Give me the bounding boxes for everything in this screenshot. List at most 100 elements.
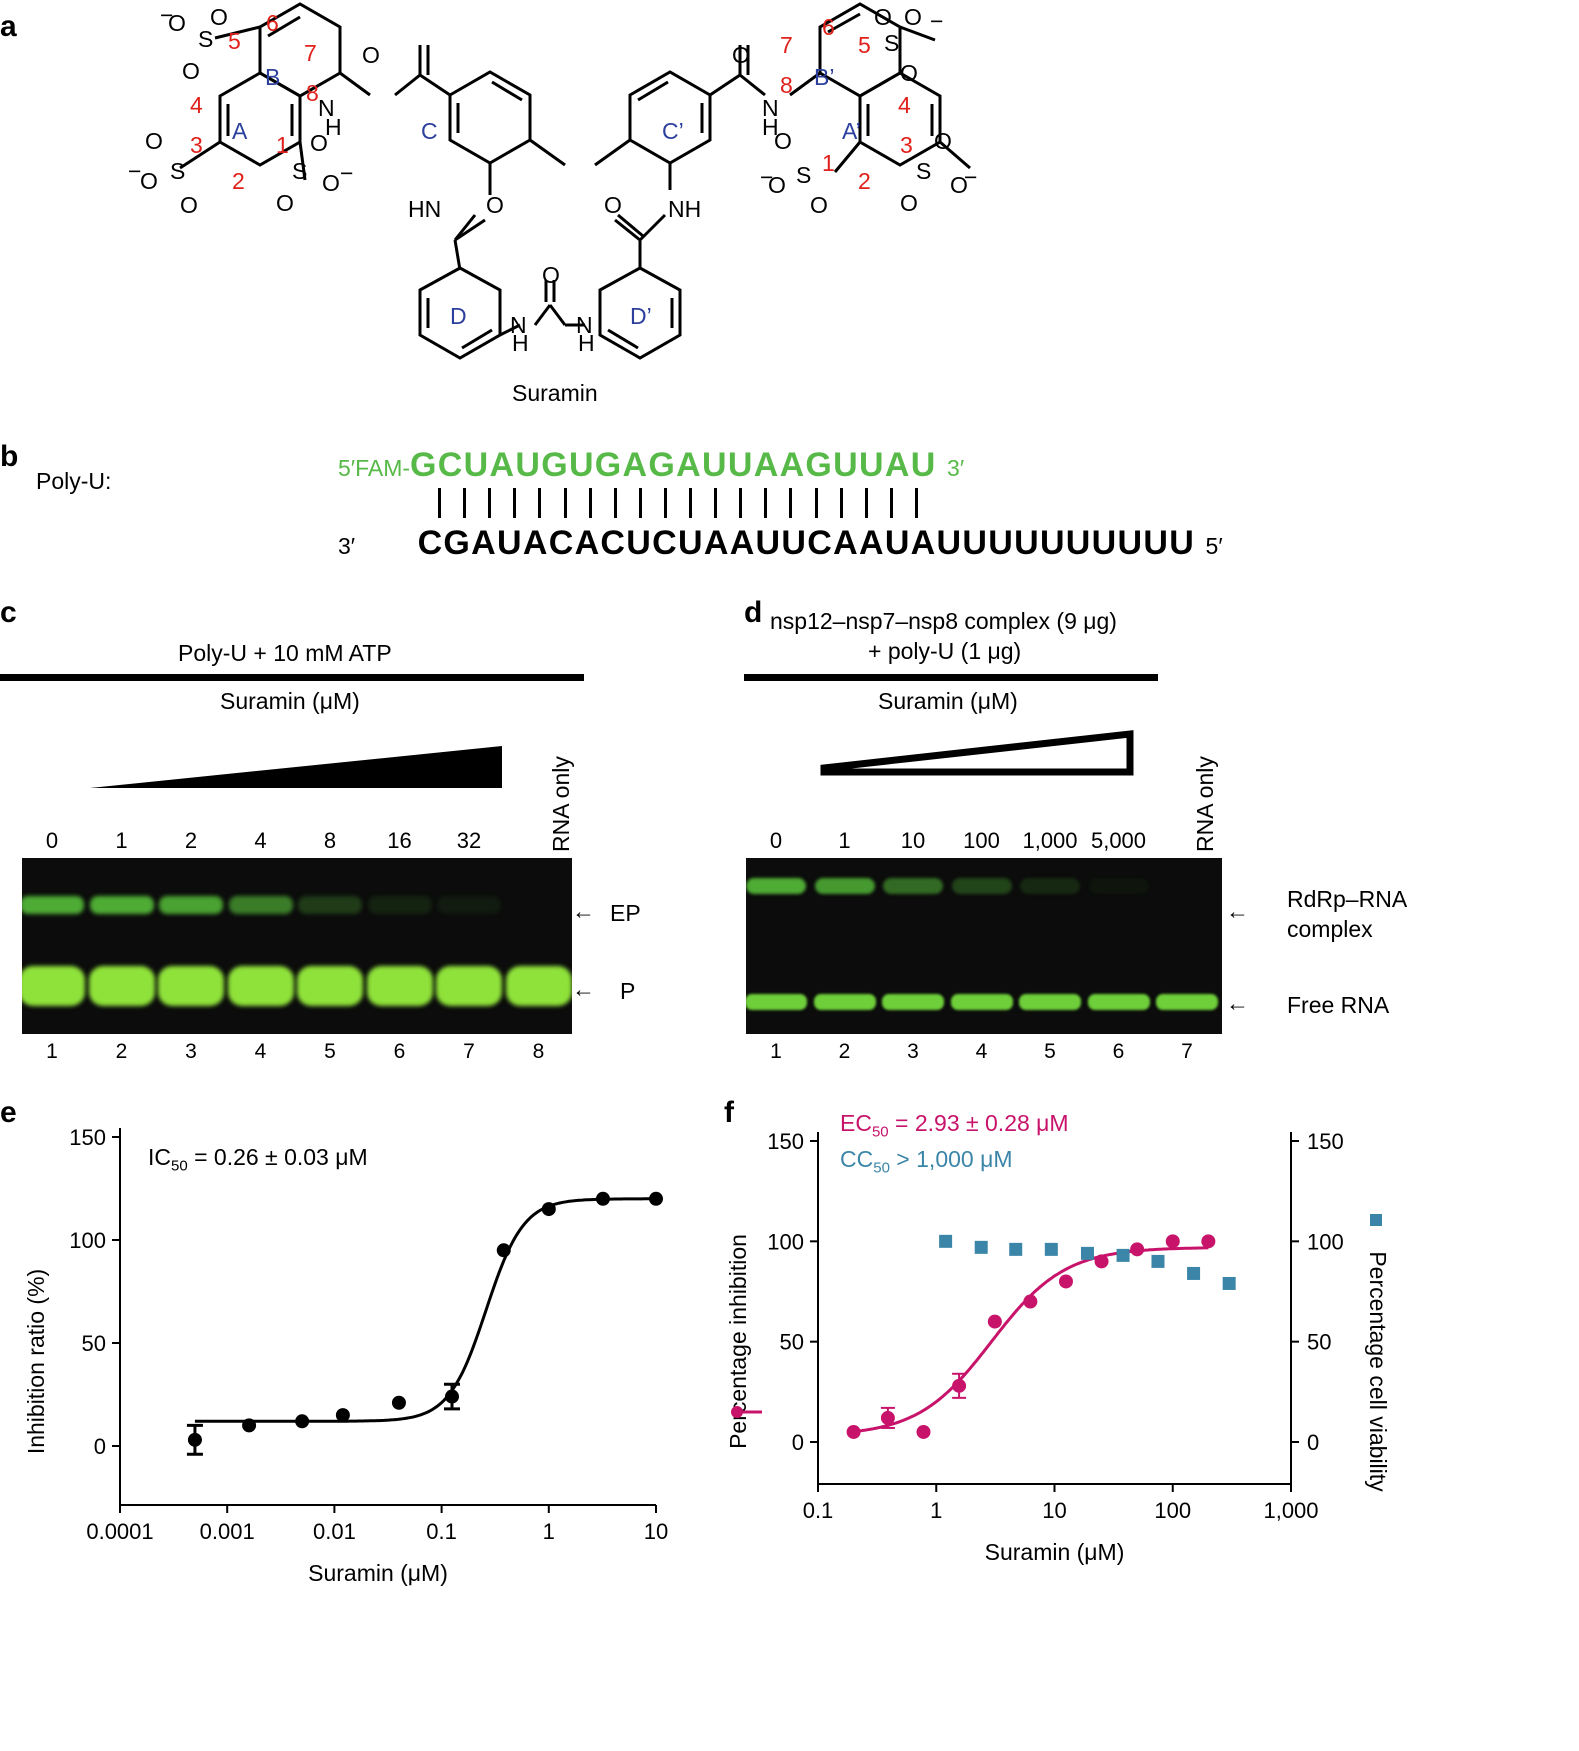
top-sequence: GCUAUGUGAGAUUAAGUUAU: [410, 446, 937, 484]
pos-1-left: 1: [276, 132, 289, 158]
y-tick-label: 150: [69, 1125, 106, 1150]
atom-h-urea-left: H: [512, 330, 529, 356]
data-point: [444, 1389, 459, 1404]
panel-c-ep-band: [298, 896, 362, 914]
panel-c-concentration: 8: [323, 828, 337, 853]
panel-d-band-complex-2: complex: [1287, 916, 1373, 942]
panel-c-concentration: 2: [184, 828, 198, 853]
inhibition-point: [1165, 1234, 1180, 1249]
base-pair-line: [588, 488, 592, 518]
atom-s-right: S: [916, 158, 932, 184]
pos-3-left: 3: [190, 132, 203, 158]
inhibition-point: [1094, 1254, 1109, 1269]
panel-d-complex-band: [951, 878, 1012, 894]
panel-d-complex-band: [746, 878, 806, 894]
panel-c-gradient-wedge: [90, 746, 502, 788]
base-pair-line: [463, 488, 467, 518]
panel-c-concentration: 0: [45, 828, 59, 853]
data-point: [496, 1243, 511, 1258]
panel-c-band-p: P: [620, 978, 636, 1004]
ring-label-c: C: [421, 118, 438, 144]
atom-o-top-right-1: O: [874, 4, 892, 30]
atom-nh-urea-left: N: [510, 312, 527, 338]
minus-bottom-right: −: [760, 164, 774, 190]
viability-point: [1151, 1254, 1165, 1268]
panel-c-lane-number: 8: [532, 1040, 545, 1063]
minus-bottom-left: −: [340, 160, 354, 186]
panel-c-p-band: [88, 966, 155, 1006]
panel-c-concentration: 32: [456, 828, 482, 853]
panel-c-header: Poly-U + 10 mM ATP: [178, 640, 392, 666]
ic50-value: = 0.26 ± 0.03 μM: [187, 1144, 368, 1170]
atom-o-amide-c-prime: O: [604, 192, 622, 218]
panel-c-ep-band: [507, 896, 571, 914]
panel-c-ep-band: [89, 896, 154, 914]
panel-c-p-band: [505, 966, 572, 1006]
ring-label-b: B: [265, 64, 281, 90]
pos-1-right: 1: [822, 150, 835, 176]
panel-d-complex-band: [883, 878, 943, 894]
panel-c-ep-band: [22, 896, 84, 914]
pos-2-right: 2: [858, 168, 871, 194]
panel-d-lane-number: 1: [770, 1040, 782, 1063]
x-tick-label: 1: [930, 1498, 942, 1523]
right-y-axis-label: Percentage cell viability: [1365, 1251, 1391, 1492]
panel-e-chart: 0 50 100 150 0.0001 0.001 0.01 0.1 1 10 Suramin (μ…: [23, 1125, 668, 1586]
panel-d-gel: [746, 858, 1222, 1034]
atom-o-top-right-3: O: [900, 60, 918, 86]
atom-o-left-1: O: [145, 128, 163, 154]
data-point: [541, 1202, 556, 1217]
panel-b-label: b: [0, 440, 19, 473]
panel-d-concentration: 1,000: [1022, 828, 1078, 853]
right-y-tick-label: 150: [1307, 1129, 1344, 1154]
x-tick-label: 0.1: [803, 1498, 834, 1523]
base-pair-line: [839, 488, 843, 518]
atom-o-top-left-3: O: [168, 10, 186, 36]
panel-c-ep-band: [437, 896, 501, 914]
panel-d-lane-number: 4: [975, 1040, 988, 1063]
base-pair-line: [613, 488, 617, 518]
panel-c-ep-band: [228, 896, 293, 914]
atom-s-top-right: S: [884, 30, 900, 56]
atom-o-bottom-left-1: O: [310, 130, 328, 156]
y-tick-label: 50: [82, 1331, 106, 1356]
panel-c-lane-number: 2: [115, 1040, 128, 1063]
minus-left: −: [128, 158, 142, 184]
panel-d-free-arrow: ←: [1226, 990, 1249, 1016]
left-y-tick-label: 100: [767, 1229, 804, 1254]
x-tick-label: 1: [543, 1519, 555, 1544]
panel-c-p-band: [22, 966, 85, 1006]
compound-name: Suramin: [512, 380, 598, 406]
panel-c-p-band: [158, 966, 224, 1006]
base-pair-line: [538, 488, 542, 518]
panel-d-free-band: [1019, 994, 1081, 1010]
inhibition-point: [846, 1424, 861, 1439]
viability-point: [1044, 1242, 1058, 1256]
panel-c-p-band: [227, 966, 294, 1006]
ec50-prefix: EC: [840, 1110, 872, 1136]
panel-d-band-complex-1: RdRp–RNA: [1287, 886, 1408, 912]
panel-c-p-band: [297, 966, 363, 1006]
panel-c-header-bar: [0, 674, 584, 681]
ring-label-c-prime: C’: [662, 118, 684, 144]
panel-d-free-band: [813, 994, 876, 1010]
x-tick-label: 0.001: [200, 1519, 255, 1544]
panel-d-concentration: 1: [838, 828, 851, 853]
bottom-suffix: 5′: [1205, 533, 1223, 559]
x-tick-label: 1,000: [1263, 1498, 1318, 1523]
panel-c-ep-band: [159, 896, 223, 914]
viability-point: [1080, 1246, 1094, 1260]
pos-4-right: 4: [898, 92, 911, 118]
panel-c-lane-number: 3: [185, 1040, 197, 1063]
panel-c-band-ep: EP: [610, 900, 641, 926]
viability-point: [1222, 1276, 1236, 1290]
viability-point: [974, 1240, 988, 1254]
atom-n-left: N: [318, 95, 335, 121]
panel-d-lane-number: 6: [1112, 1040, 1125, 1063]
x-tick-label: 10: [644, 1519, 668, 1544]
panel-d-free-band: [746, 994, 807, 1010]
panel-d-concentration: 100: [963, 828, 1000, 853]
atom-o-amide-left: O: [362, 42, 380, 68]
minus-right: −: [964, 164, 978, 190]
atom-o-top-right-2: O: [904, 4, 922, 30]
